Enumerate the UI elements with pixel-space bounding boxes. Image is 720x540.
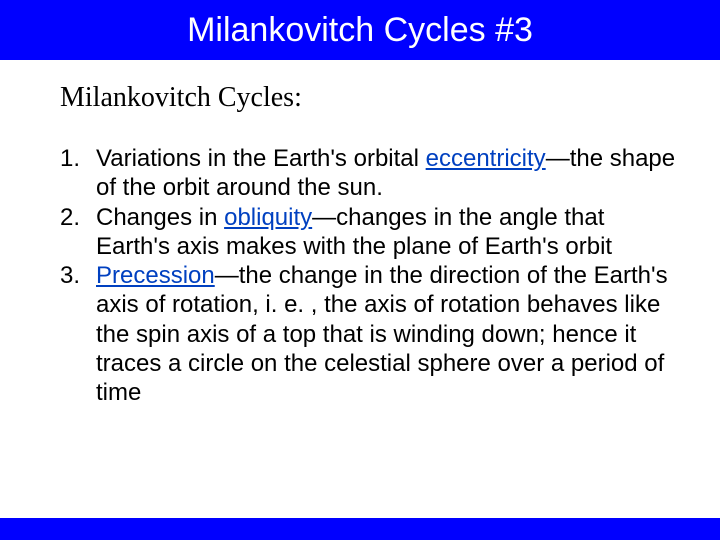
list-text: Changes in obliquity—changes in the angl… <box>96 203 680 262</box>
list-item: 1. Variations in the Earth's orbital ecc… <box>40 144 680 203</box>
numbered-list: 1. Variations in the Earth's orbital ecc… <box>0 114 720 407</box>
slide-header: Milankovitch Cycles #3 <box>0 0 720 60</box>
list-number: 3. <box>40 261 96 290</box>
slide-title: Milankovitch Cycles #3 <box>187 11 533 50</box>
term-link: Precession <box>96 262 215 289</box>
footer-bar <box>0 518 720 540</box>
list-item: 3. Precession—the change in the directio… <box>40 261 680 407</box>
term-link: obliquity <box>224 204 312 231</box>
term-link: eccentricity <box>426 145 546 172</box>
list-item: 2. Changes in obliquity—changes in the a… <box>40 203 680 262</box>
text-pre: Changes in <box>96 204 224 231</box>
text-pre: Variations in the Earth's orbital <box>96 145 426 172</box>
list-text: Precession—the change in the direction o… <box>96 261 680 407</box>
slide-subtitle: Milankovitch Cycles: <box>0 60 720 114</box>
list-text: Variations in the Earth's orbital eccent… <box>96 144 680 203</box>
list-number: 2. <box>40 203 96 232</box>
list-number: 1. <box>40 144 96 173</box>
